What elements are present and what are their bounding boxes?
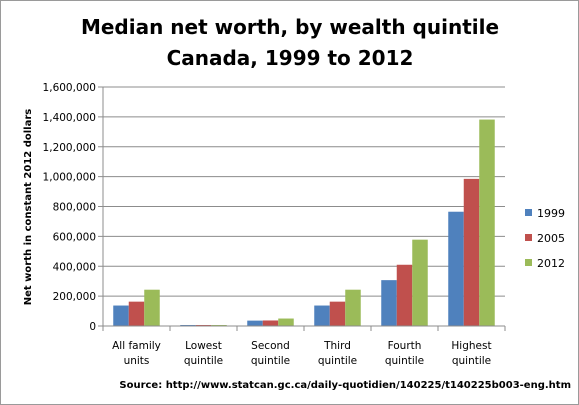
bar-1999 bbox=[314, 305, 330, 326]
source-note: Source: http://www.statcan.gc.ca/daily-q… bbox=[119, 380, 571, 391]
x-tick-label: All family bbox=[112, 340, 161, 352]
x-tick-label: units bbox=[124, 355, 150, 367]
bar-1999 bbox=[247, 320, 263, 326]
legend: 1999 2005 2012 bbox=[525, 207, 565, 270]
bar-2012 bbox=[144, 289, 160, 326]
bar-2005 bbox=[329, 301, 346, 326]
bar-1999 bbox=[448, 211, 464, 326]
bar-2012 bbox=[479, 119, 495, 326]
y-tick-label: 0 bbox=[89, 321, 96, 333]
legend-swatch bbox=[525, 234, 532, 241]
x-tick-label: quintile bbox=[385, 355, 424, 367]
y-axis-label: Net worth in constant 2012 dollars bbox=[23, 109, 34, 306]
bar-2012 bbox=[412, 239, 428, 326]
bar-2005 bbox=[396, 264, 413, 326]
chart-title-line-1: Median net worth, by wealth quintile bbox=[81, 15, 499, 39]
y-tick-label: 200,000 bbox=[53, 291, 96, 303]
bar-2005 bbox=[262, 320, 279, 326]
bar-2005 bbox=[463, 178, 480, 326]
x-tick-label: quintile bbox=[318, 355, 357, 367]
y-tick-label: 600,000 bbox=[53, 231, 96, 243]
bars bbox=[113, 119, 495, 326]
y-tick-label: 1,000,000 bbox=[43, 172, 96, 184]
chart-title: Median net worth, by wealth quintile Can… bbox=[81, 15, 499, 70]
legend-swatch bbox=[525, 209, 532, 216]
x-tick-label: Third bbox=[323, 340, 351, 352]
x-tick-label: Highest bbox=[451, 340, 491, 352]
y-tick-label: 1,600,000 bbox=[43, 82, 96, 94]
bar-1999 bbox=[113, 305, 129, 326]
gridlines bbox=[103, 86, 505, 297]
bar-2012 bbox=[345, 289, 361, 326]
legend-swatch bbox=[525, 259, 532, 266]
y-tick-label: 400,000 bbox=[53, 261, 96, 273]
x-axis-ticks: All family units Lowest quintile Second quint… bbox=[102, 326, 506, 367]
y-axis-ticks: 0 200,000 400,000 600,000 800,000 1,000,000 1,… bbox=[43, 82, 103, 333]
x-tick-label: Fourth bbox=[388, 340, 422, 352]
bar-1999 bbox=[381, 280, 397, 326]
x-tick-label: Second bbox=[251, 340, 290, 352]
legend-label: 1999 bbox=[537, 207, 565, 220]
y-tick-label: 800,000 bbox=[53, 202, 96, 214]
bar-2012 bbox=[278, 318, 294, 326]
y-tick-label: 1,400,000 bbox=[43, 112, 96, 124]
x-tick-label: quintile bbox=[251, 355, 290, 367]
legend-label: 2012 bbox=[537, 257, 565, 270]
x-tick-label: quintile bbox=[452, 355, 491, 367]
chart-title-line-2: Canada, 1999 to 2012 bbox=[167, 46, 414, 70]
x-tick-label: quintile bbox=[184, 355, 223, 367]
x-tick-label: Lowest bbox=[185, 340, 222, 352]
y-tick-label: 1,200,000 bbox=[43, 142, 96, 154]
legend-label: 2005 bbox=[537, 232, 565, 245]
bar-2005 bbox=[128, 301, 145, 326]
